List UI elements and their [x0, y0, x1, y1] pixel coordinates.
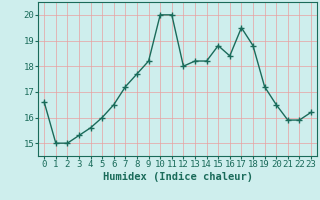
X-axis label: Humidex (Indice chaleur): Humidex (Indice chaleur) — [103, 172, 252, 182]
